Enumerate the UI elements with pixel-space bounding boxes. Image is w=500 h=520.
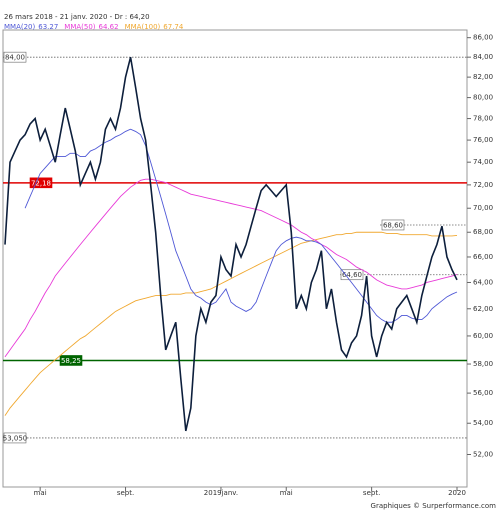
legend-value: 67.74 <box>163 23 184 31</box>
y-tick-label: 70,00 <box>473 204 493 212</box>
y-tick-label: 86,00 <box>473 34 493 42</box>
level-label: 53,050 <box>3 434 28 442</box>
y-tick-label: 66,00 <box>473 253 493 261</box>
y-tick-label: 64,00 <box>473 278 493 286</box>
moving-average-line <box>4 231 458 416</box>
level-label: 68,60 <box>383 221 403 229</box>
price-line <box>4 56 458 432</box>
moving-average-line <box>4 178 458 358</box>
y-tick-label: 82,00 <box>473 73 493 81</box>
y-tick-label: 68,00 <box>473 228 493 236</box>
legend-value: 64.62 <box>99 23 119 31</box>
y-tick-label: 80,00 <box>473 94 493 102</box>
x-tick-label: sept. <box>363 489 380 497</box>
moving-average-line <box>24 128 458 323</box>
x-tick-label: sept. <box>117 489 134 497</box>
level-label-box <box>3 432 27 444</box>
footer: Graphiques © Surperformance.com <box>371 502 497 510</box>
y-tick-label: 54,00 <box>473 419 493 427</box>
legend-label: MMA(20) <box>4 23 36 31</box>
x-tick-label: 2019janv. <box>204 489 238 497</box>
legend-label: MMA(100) <box>125 23 161 31</box>
level-label: 84,00 <box>5 54 25 62</box>
y-tick-label: 74,00 <box>473 158 493 166</box>
level-label: 58,25 <box>61 357 81 365</box>
y-tick-label: 58,00 <box>473 360 493 368</box>
y-tick-label: 72,00 <box>473 181 493 189</box>
level-label: 72,18 <box>31 179 51 187</box>
level-label-box <box>59 355 83 366</box>
y-tick-label: 84,00 <box>473 53 493 61</box>
legend-value: 63.27 <box>38 23 58 31</box>
level-label-box <box>340 269 364 281</box>
level-label: 64,60 <box>342 271 362 279</box>
y-tick-label: 78,00 <box>473 115 493 123</box>
x-tick-label: 2020 <box>448 489 466 497</box>
y-tick-label: 62,00 <box>473 305 493 313</box>
y-tick-label: 60,00 <box>473 332 493 340</box>
y-tick-label: 56,00 <box>473 389 493 397</box>
legend-label: MMA(50) <box>64 23 96 31</box>
x-tick-label: mai <box>34 489 47 497</box>
x-tick-label: mai <box>280 489 293 497</box>
chart-title: 26 mars 2018 - 21 janv. 2020 - Dr : 64,2… <box>4 13 150 21</box>
y-tick-label: 76,00 <box>473 136 493 144</box>
level-label-box <box>381 219 405 231</box>
plot-frame <box>2 29 468 488</box>
level-label-box <box>3 51 27 63</box>
y-tick-label: 52,00 <box>473 451 493 459</box>
level-label-box <box>29 177 53 189</box>
